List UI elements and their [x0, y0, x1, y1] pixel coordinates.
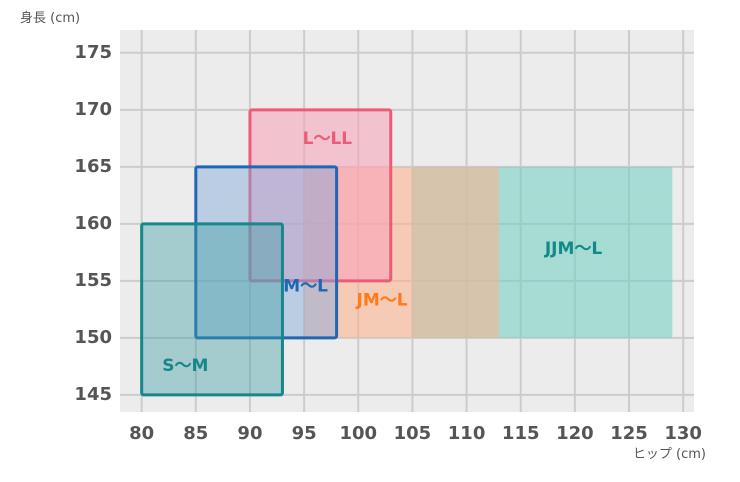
x-axis-title: ヒップ (cm)	[633, 447, 706, 462]
range-label-0: JJM〜L	[544, 239, 603, 259]
size-range-rects	[140, 108, 673, 397]
y-tick-label: 170	[74, 99, 112, 120]
x-tick-label: 100	[339, 423, 377, 444]
x-tick-label: 130	[664, 423, 702, 444]
x-tick-label: 125	[610, 423, 648, 444]
y-tick-label: 145	[74, 384, 112, 405]
x-tick-label: 105	[394, 423, 432, 444]
range-label-3: M〜L	[283, 277, 328, 297]
x-tick-label: 110	[448, 423, 486, 444]
y-tick-label: 150	[74, 327, 112, 348]
range-label-1: JM〜L	[356, 290, 408, 310]
range-rect-3	[194, 165, 339, 340]
x-tick-label: 80	[129, 423, 154, 444]
y-axis-title: 身長 (cm)	[20, 10, 80, 26]
y-tick-label: 155	[74, 270, 112, 291]
y-tick-label: 165	[74, 156, 112, 177]
x-tick-label: 95	[292, 423, 317, 444]
range-rect-2	[248, 108, 393, 283]
x-tick-label: 115	[502, 423, 540, 444]
y-tick-label: 160	[74, 213, 112, 234]
range-label-2: L〜LL	[303, 129, 353, 149]
y-tick-label: 175	[74, 42, 112, 63]
x-tick-label: 90	[237, 423, 262, 444]
y-axis-ticks: 145 150 155 160 165 170 175	[74, 42, 112, 405]
range-label-4: S〜M	[162, 356, 208, 376]
size-range-labels: JJM〜L JM〜L L〜LL M〜L S〜M	[162, 129, 602, 376]
x-tick-label: 120	[556, 423, 594, 444]
range-rect-4	[140, 222, 284, 397]
x-axis-ticks: 80 85 90 95 100 105 110 115 120 125 130	[129, 423, 702, 444]
x-tick-label: 85	[183, 423, 208, 444]
